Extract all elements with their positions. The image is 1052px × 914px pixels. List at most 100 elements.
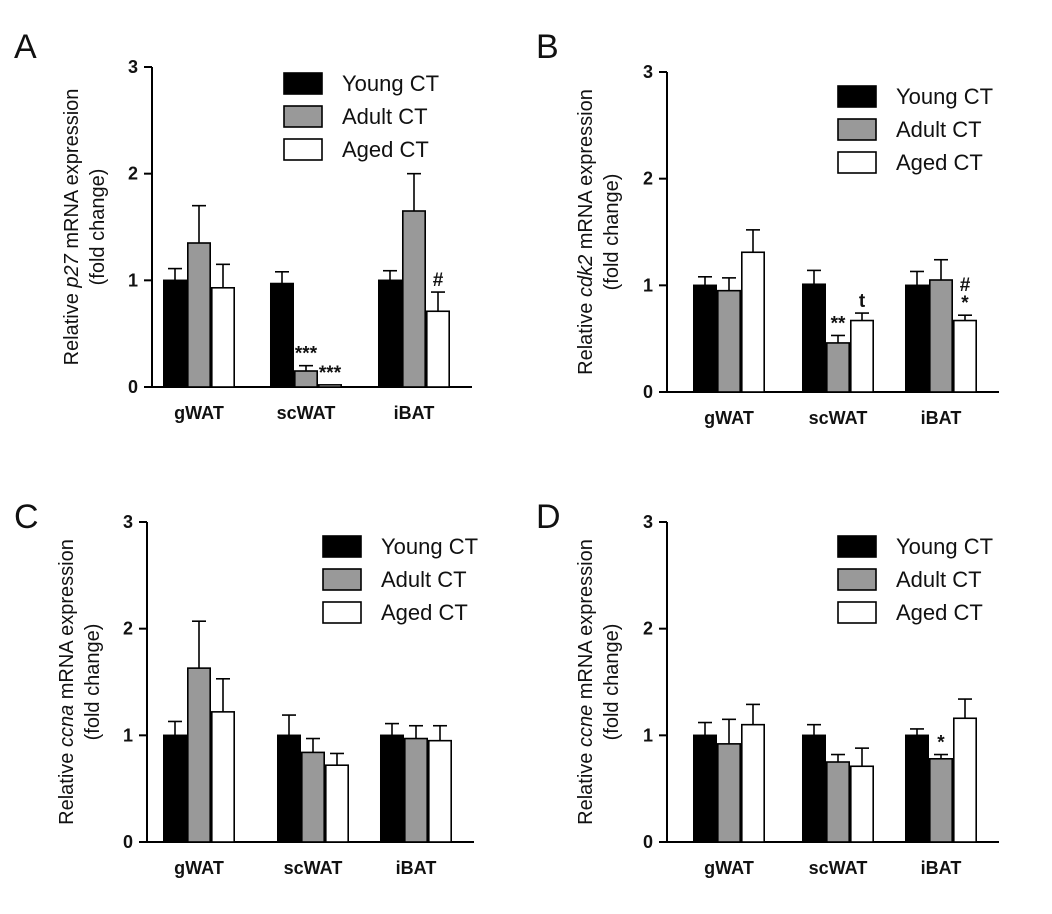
x-tick-label: scWAT <box>277 403 336 423</box>
legend-swatch <box>322 601 362 624</box>
bar <box>163 279 188 388</box>
significance-annotation: * <box>937 733 945 754</box>
legend-swatch <box>322 535 362 558</box>
legend-label: Young CT <box>896 84 993 109</box>
bar <box>825 342 850 393</box>
bar <box>716 743 741 843</box>
y-tick-label: 1 <box>123 725 133 745</box>
significance-annotation: # <box>960 275 971 296</box>
panels: A 0 1 2 3 Relative p27 mRNA expression (fold c… <box>14 28 999 878</box>
bar <box>801 283 826 393</box>
bar <box>740 723 765 843</box>
x-tick-label: scWAT <box>809 408 868 428</box>
bar <box>849 765 874 843</box>
bar <box>952 319 977 393</box>
legend-label: Adult CT <box>896 567 982 592</box>
y-axis-label: Relative ccne mRNA expression (fold chang… <box>575 539 623 825</box>
y-tick-label: 0 <box>128 377 138 397</box>
bar <box>163 734 188 843</box>
bar <box>317 384 342 388</box>
legend-swatch <box>283 72 323 95</box>
y-tick-label: 1 <box>643 275 653 295</box>
x-tick-label: gWAT <box>704 858 754 878</box>
bar <box>801 734 826 843</box>
bar <box>269 282 294 388</box>
y-tick-label: 3 <box>643 62 653 82</box>
y-tick-label: 1 <box>128 270 138 290</box>
legend-swatch <box>837 568 877 591</box>
panel-a: A 0 1 2 3 Relative p27 mRNA expression (fold c… <box>14 28 472 423</box>
y-tick-label: 3 <box>123 512 133 532</box>
bar <box>740 251 765 393</box>
bar <box>928 757 953 843</box>
panel-b: B 0 1 2 3 Relative cdk2 mRNA expression (fold … <box>536 28 999 428</box>
bar <box>187 242 212 388</box>
panel-letter: D <box>536 498 561 536</box>
significance-annotation: ** <box>831 313 846 334</box>
bar <box>211 286 236 388</box>
bar <box>211 711 236 843</box>
legend-label: Adult CT <box>381 567 467 592</box>
y-tick-label: 0 <box>643 832 653 852</box>
panel-letter: A <box>14 28 37 66</box>
significance-annotation: t <box>859 291 866 312</box>
x-tick-label: scWAT <box>284 858 343 878</box>
legend-swatch <box>837 118 877 141</box>
bar <box>276 734 301 843</box>
legend-label: Adult CT <box>342 104 428 129</box>
x-tick-label: iBAT <box>921 408 962 428</box>
bar <box>427 739 452 843</box>
x-tick-label: iBAT <box>394 403 435 423</box>
bar <box>904 284 929 393</box>
bar <box>403 737 428 843</box>
legend-label: Young CT <box>381 534 478 559</box>
bar <box>187 667 212 843</box>
legend-label: Aged CT <box>896 600 983 625</box>
y-axis-label: Relative cdk2 mRNA expression (fold chang… <box>575 89 623 375</box>
legend-swatch <box>837 151 877 174</box>
significance-annotation: *** <box>319 363 342 384</box>
legend-label: Adult CT <box>896 117 982 142</box>
bar <box>300 751 325 843</box>
legend-swatch <box>837 85 877 108</box>
y-tick-label: 2 <box>643 169 653 189</box>
panel-d: D 0 1 2 3 Relative ccne mRNA expression (fold … <box>536 498 999 878</box>
x-tick-label: iBAT <box>921 858 962 878</box>
bar <box>692 284 717 393</box>
y-axis-label: Relative p27 mRNA expression (fold change… <box>61 89 109 366</box>
bar <box>425 310 450 388</box>
bar <box>952 717 977 843</box>
x-tick-label: iBAT <box>396 858 437 878</box>
legend-label: Aged CT <box>896 150 983 175</box>
bar <box>401 210 426 388</box>
panel-letter: B <box>536 28 559 66</box>
bar <box>379 734 404 843</box>
bar <box>716 289 741 393</box>
y-tick-label: 0 <box>123 832 133 852</box>
bar <box>692 734 717 843</box>
x-tick-label: gWAT <box>174 403 224 423</box>
panel-letter: C <box>14 498 39 536</box>
x-tick-label: gWAT <box>704 408 754 428</box>
y-tick-label: 2 <box>128 164 138 184</box>
legend-swatch <box>837 601 877 624</box>
x-tick-label: gWAT <box>174 858 224 878</box>
y-axis-label: Relative ccna mRNA expression (fold chang… <box>56 539 104 825</box>
legend-swatch <box>283 105 323 128</box>
legend-label: Aged CT <box>342 137 429 162</box>
panel-c: C 0 1 2 3 Relative ccna mRNA expression (fold … <box>14 498 478 878</box>
legend-swatch <box>837 535 877 558</box>
significance-annotation: * <box>961 293 969 314</box>
significance-annotation: # <box>433 270 444 291</box>
y-tick-label: 3 <box>643 512 653 532</box>
significance-annotation: *** <box>295 344 318 365</box>
legend-swatch <box>322 568 362 591</box>
y-tick-label: 2 <box>643 619 653 639</box>
bar <box>904 734 929 843</box>
legend-label: Aged CT <box>381 600 468 625</box>
bar <box>928 279 953 393</box>
y-tick-label: 3 <box>128 57 138 77</box>
bar <box>825 761 850 843</box>
bar <box>293 370 318 388</box>
